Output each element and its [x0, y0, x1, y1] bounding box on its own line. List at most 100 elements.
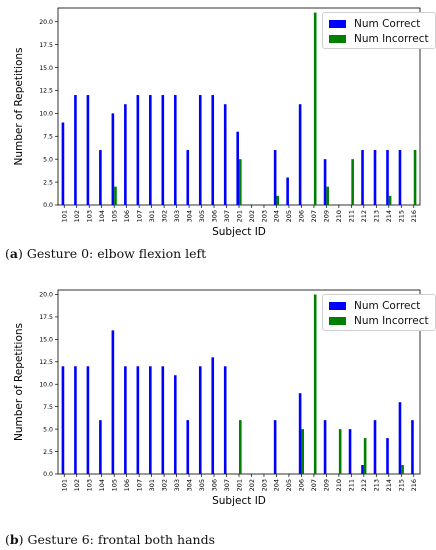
x-tick-label: 216: [410, 479, 418, 491]
x-tick-label: 307: [223, 479, 231, 491]
figure-caption-a: (a) Gesture 0: elbow flexion left: [5, 246, 207, 261]
x-axis-label: Subject ID: [212, 226, 266, 238]
bar-incorrect: [313, 12, 317, 206]
y-axis-label: Number of Repetitions: [13, 47, 25, 165]
x-tick-label: 201: [235, 210, 243, 222]
chart-panel-a: 0.0 2.5 5.0 7.5 10.0 12.5 15.0 17.5 20.0 101 102 10…: [0, 0, 436, 238]
x-tick-label: 103: [86, 210, 94, 222]
x-tick-label: 302: [160, 479, 168, 491]
bar-correct: [136, 366, 140, 474]
bar-correct: [74, 366, 77, 474]
y-axis-label: Number of Repetitions: [13, 323, 25, 441]
x-tick-label: 103: [86, 479, 94, 491]
bar-correct: [74, 95, 77, 205]
chart-panel-b: 0.0 2.5 5.0 7.5 10.0 12.5 15.0 17.5 20.0 101 102 10…: [0, 284, 436, 516]
y-tick-label: 10.0: [39, 111, 53, 118]
bar-correct: [386, 438, 389, 474]
bar-correct: [398, 402, 402, 474]
x-tick-label: 206: [298, 479, 306, 491]
x-tick-label: 209: [323, 210, 331, 222]
legend-item-incorrect: Num Incorrect: [329, 313, 429, 328]
bar-correct: [149, 366, 152, 474]
bar-correct: [198, 95, 202, 205]
bar-correct: [323, 420, 327, 474]
y-tick-label: 5.0: [43, 426, 53, 433]
x-tick-label: 305: [198, 479, 206, 491]
y-tick-label: 17.5: [39, 314, 53, 321]
x-tick-label: 203: [260, 210, 268, 222]
x-tick-label: 215: [398, 479, 406, 491]
x-tick-label: 307: [223, 210, 231, 222]
y-tick-label: 15.0: [39, 337, 53, 344]
bar-incorrect: [326, 186, 329, 205]
x-tick-label: 207: [310, 479, 318, 491]
legend-label: Num Incorrect: [354, 32, 429, 45]
bar-correct: [223, 366, 227, 474]
y-tick-label: 12.5: [39, 88, 53, 95]
bar-correct: [211, 95, 215, 205]
x-tick-label: 201: [235, 479, 243, 491]
x-tick-label: 102: [73, 479, 81, 491]
bar-correct: [124, 366, 127, 474]
bar-correct: [124, 104, 127, 205]
y-tick-label: 20.0: [39, 19, 53, 26]
x-tick-label: 202: [248, 479, 256, 491]
y-tick-label: 2.5: [43, 179, 53, 186]
bar-correct: [186, 420, 190, 474]
x-tick-label: 212: [360, 479, 368, 491]
x-tick-label: 214: [385, 210, 393, 222]
bar-correct: [286, 177, 289, 205]
x-tick-label: 211: [348, 210, 356, 222]
x-tick-label: 206: [298, 210, 306, 222]
bar-correct: [386, 150, 389, 205]
y-tick-label: 20.0: [39, 292, 53, 299]
bar-correct: [173, 95, 177, 205]
x-tick-label: 104: [98, 479, 106, 491]
bar-chart-a: 0.0 2.5 5.0 7.5 10.0 12.5 15.0 17.5 20.0 101 102 10…: [13, 7, 421, 238]
x-tick-label: 210: [335, 210, 343, 222]
bar-incorrect: [114, 186, 117, 205]
x-tick-label: 215: [398, 210, 406, 222]
x-tick-label: 207: [310, 210, 318, 222]
x-tick-label: 306: [210, 479, 218, 491]
legend-swatch-correct: [329, 301, 346, 310]
legend-item-correct: Num Correct: [329, 298, 429, 313]
bar-correct: [111, 330, 115, 474]
x-tick-label: 304: [185, 210, 193, 222]
x-tick-label: 303: [173, 210, 181, 222]
bar-incorrect: [401, 465, 404, 474]
y-tick-label: 5.0: [43, 156, 53, 163]
x-tick-label: 209: [323, 479, 331, 491]
legend-swatch-correct: [329, 19, 346, 28]
x-tick-label: 212: [360, 210, 368, 222]
y-tick-label: 17.5: [39, 42, 53, 49]
bar-correct: [86, 95, 90, 205]
x-tick-label: 101: [61, 210, 69, 222]
x-tick-label: 106: [123, 210, 131, 222]
x-tick-label: 305: [198, 210, 206, 222]
bar-incorrect: [413, 150, 417, 205]
y-tick-label: 15.0: [39, 65, 53, 72]
bar-incorrect: [313, 294, 317, 474]
x-tick-label: 301: [148, 210, 156, 222]
figure-caption-b: (b) Gesture 6: frontal both hands: [5, 532, 216, 547]
x-tick-label: 202: [248, 210, 256, 222]
bar-correct: [61, 122, 65, 205]
bar-correct: [323, 159, 327, 205]
x-tick-label: 203: [260, 479, 268, 491]
x-tick-label: 304: [185, 479, 193, 491]
x-tick-label: 211: [348, 479, 356, 491]
legend-label: Num Correct: [354, 17, 421, 30]
bar-correct: [99, 420, 102, 474]
bar-incorrect: [363, 438, 367, 474]
x-tick-label: 205: [285, 210, 293, 222]
y-tick-label: 7.5: [43, 133, 53, 140]
bar-correct: [99, 150, 102, 205]
bar-correct: [186, 150, 190, 205]
legend-label: Num Correct: [354, 299, 421, 312]
x-tick-label: 213: [373, 210, 381, 222]
x-tick-label: 302: [160, 210, 168, 222]
x-tick-label: 105: [110, 479, 118, 491]
bar-correct: [136, 95, 140, 205]
bar-incorrect: [351, 159, 354, 205]
